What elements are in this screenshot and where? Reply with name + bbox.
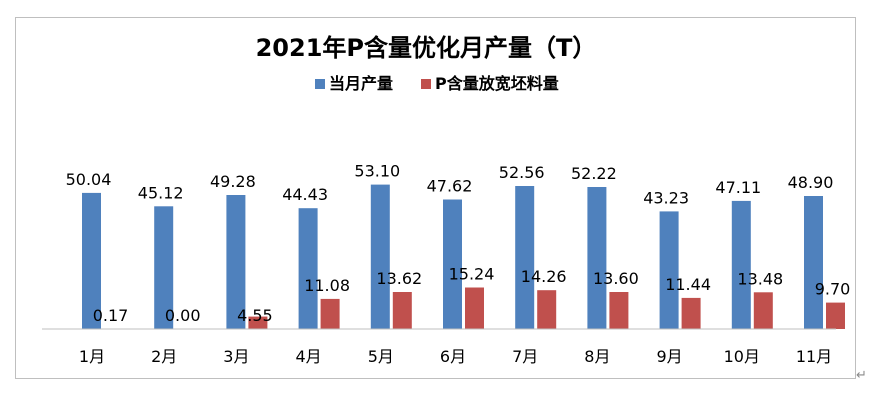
bar-series-1-3 bbox=[248, 316, 268, 329]
data-label-series-1-11: 9.70 bbox=[815, 280, 851, 299]
bar-series-1-6 bbox=[465, 287, 484, 329]
chart-legend: 当月产量 P含量放宽坯料量 bbox=[315, 74, 559, 93]
x-tick-label-6: 6月 bbox=[440, 347, 466, 366]
bar-series-1-11 bbox=[826, 302, 845, 329]
x-tick-label-7: 7月 bbox=[512, 347, 538, 366]
bar-series-0-9 bbox=[659, 211, 679, 329]
x-axis-tick-labels: 1月 2月 3月 4月 5月 6月 7月 8月 9月 10月 11月 bbox=[79, 347, 832, 366]
chart-svg: 2021年P含量优化月产量（T） 当月产量 P含量放宽坯料量 50.04 0.17… bbox=[42, 34, 851, 366]
bar-series-1-10 bbox=[753, 292, 773, 329]
x-tick-label-9: 9月 bbox=[657, 347, 683, 366]
x-tick-label-2: 2月 bbox=[151, 347, 177, 366]
chart-plot-area: 50.04 0.17 45.12 0.00 49.28 4.55 44.43 11.08 53.… bbox=[66, 162, 851, 329]
bar-series-1-8 bbox=[609, 292, 629, 329]
data-label-series-1-4: 11.08 bbox=[304, 276, 350, 295]
data-label-series-0-6: 47.62 bbox=[427, 177, 473, 196]
bar-series-0-3 bbox=[226, 195, 246, 329]
return-mark-icon: ↵ bbox=[856, 368, 867, 383]
bar-series-0-2 bbox=[154, 206, 174, 329]
data-label-series-0-7: 52.56 bbox=[499, 163, 545, 182]
bar-series-1-4 bbox=[320, 298, 340, 329]
x-tick-label-11: 11月 bbox=[796, 347, 832, 366]
bar-series-1-9 bbox=[681, 297, 701, 329]
bar-series-0-11 bbox=[804, 196, 823, 329]
legend-label-series-1: P含量放宽坯料量 bbox=[435, 74, 559, 93]
chart-frame: 2021年P含量优化月产量（T） 当月产量 P含量放宽坯料量 50.04 0.17… bbox=[15, 17, 856, 379]
data-label-series-1-3: 4.55 bbox=[237, 306, 273, 325]
data-label-series-1-9: 11.44 bbox=[665, 275, 711, 294]
bar-series-0-8 bbox=[587, 187, 607, 329]
bar-series-0-7 bbox=[515, 186, 535, 329]
data-label-series-0-9: 43.23 bbox=[643, 188, 689, 207]
x-tick-label-10: 10月 bbox=[724, 347, 760, 366]
bar-series-1-7 bbox=[537, 290, 557, 329]
bar-series-1-5 bbox=[392, 292, 412, 329]
data-label-series-0-11: 48.90 bbox=[788, 173, 834, 192]
data-label-series-1-10: 13.48 bbox=[737, 269, 783, 288]
data-label-series-0-10: 47.11 bbox=[715, 178, 761, 197]
bar-series-0-5 bbox=[370, 184, 390, 329]
data-label-series-0-5: 53.10 bbox=[354, 162, 400, 181]
data-label-series-1-2: 0.00 bbox=[165, 306, 201, 325]
legend-label-series-0: 当月产量 bbox=[329, 74, 393, 93]
data-label-series-0-4: 44.43 bbox=[282, 185, 328, 204]
data-label-series-1-6: 15.24 bbox=[449, 265, 495, 284]
bar-series-0-6 bbox=[443, 199, 462, 329]
data-label-series-1-8: 13.60 bbox=[593, 269, 639, 288]
bar-series-0-10 bbox=[731, 200, 751, 329]
legend-swatch-series-0 bbox=[315, 79, 325, 89]
x-tick-label-1: 1月 bbox=[79, 347, 105, 366]
bar-series-0-4 bbox=[298, 208, 318, 329]
x-tick-label-8: 8月 bbox=[584, 347, 610, 366]
x-tick-label-5: 5月 bbox=[368, 347, 394, 366]
data-label-series-1-7: 14.26 bbox=[521, 267, 567, 286]
data-label-series-0-3: 49.28 bbox=[210, 172, 256, 191]
data-label-series-1-1: 0.17 bbox=[93, 306, 129, 325]
x-tick-label-4: 4月 bbox=[296, 347, 322, 366]
data-label-series-1-5: 13.62 bbox=[376, 269, 422, 288]
bar-series-0-1 bbox=[82, 192, 101, 329]
x-tick-label-3: 3月 bbox=[223, 347, 249, 366]
data-label-series-0-1: 50.04 bbox=[66, 170, 112, 189]
data-label-series-0-8: 52.22 bbox=[571, 164, 617, 183]
chart-title: 2021年P含量优化月产量（T） bbox=[256, 34, 597, 62]
legend-swatch-series-1 bbox=[421, 79, 431, 89]
data-label-series-0-2: 45.12 bbox=[138, 183, 184, 202]
